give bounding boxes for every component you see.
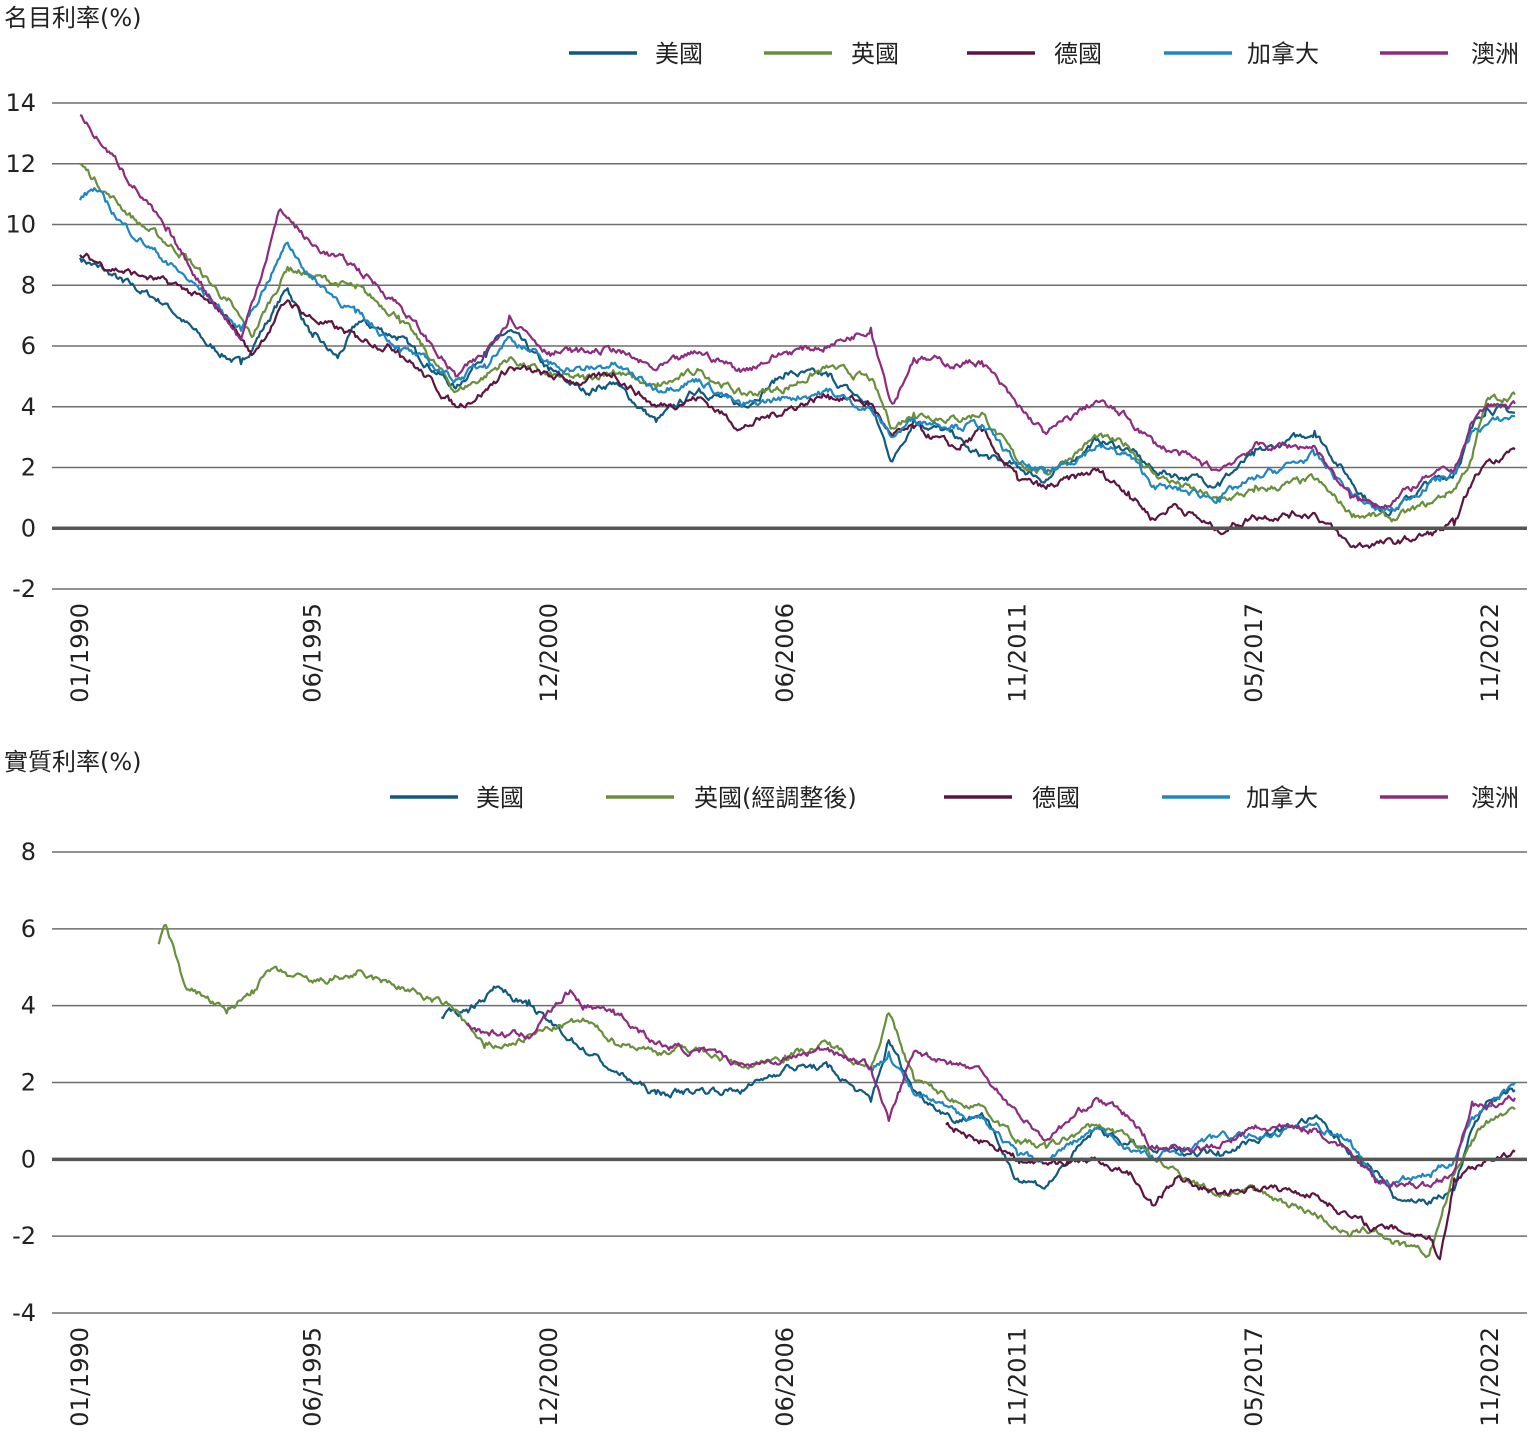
x-tick-label: 06/1995 <box>299 603 327 703</box>
legend-label: 美國 <box>655 40 703 68</box>
y-tick-label: 2 <box>21 454 36 482</box>
x-tick-label: 06/2006 <box>771 1327 799 1427</box>
series-line <box>79 114 1516 509</box>
legend-label: 加拿大 <box>1246 784 1318 812</box>
x-tick-label: 12/2000 <box>535 603 563 703</box>
y-tick-label: 0 <box>21 1145 36 1173</box>
x-tick-label: 11/2011 <box>1004 603 1032 703</box>
legend-label: 澳洲 <box>1471 784 1519 812</box>
x-tick-label: 06/2006 <box>771 603 799 703</box>
y-tick-label: 10 <box>5 211 36 239</box>
x-tick-label: 12/2000 <box>535 1327 563 1427</box>
x-tick-label: 05/2017 <box>1240 1327 1268 1427</box>
x-tick-label: 11/2022 <box>1476 1327 1504 1427</box>
y-tick-label: 4 <box>21 393 36 421</box>
y-tick-label: 6 <box>21 332 36 360</box>
y-tick-label: 0 <box>21 514 36 542</box>
y-tick-label: -2 <box>12 1222 36 1250</box>
series-line <box>465 989 1516 1190</box>
series-line <box>157 923 1516 1259</box>
legend-label: 美國 <box>476 784 524 812</box>
y-tick-label: -4 <box>12 1299 36 1327</box>
y-tick-label: 4 <box>21 992 36 1020</box>
legend-label: 德國 <box>1032 784 1080 812</box>
y-tick-label: 14 <box>5 89 36 117</box>
x-tick-label: 06/1995 <box>299 1327 327 1427</box>
x-tick-label: 11/2011 <box>1004 1327 1032 1427</box>
series-line <box>79 252 1516 549</box>
chart-panel-2: 實質利率(%) -4 -2 0 2 4 6 8 01/1990 06/1995 12/2000 06/… <box>4 748 1527 1427</box>
legend-label: 英國(經調整後) <box>694 784 857 812</box>
series-line <box>870 1050 1516 1187</box>
chart-panel-1: 名目利率(%) -2 0 2 4 6 8 10 12 14 01/1990 06/1995 12/200… <box>4 4 1527 703</box>
x-tick-label: 01/1990 <box>66 603 94 703</box>
legend-label: 德國 <box>1054 40 1102 68</box>
y-tick-label: -2 <box>12 575 36 603</box>
y-tick-label: 2 <box>21 1069 36 1097</box>
y-tick-label: 8 <box>21 271 36 299</box>
y-axis-title: 名目利率(%) <box>4 4 142 32</box>
legend-label: 英國 <box>851 40 899 68</box>
series-line <box>79 162 1516 523</box>
x-tick-label: 11/2022 <box>1476 603 1504 703</box>
x-tick-label: 01/1990 <box>66 1327 94 1427</box>
y-tick-label: 12 <box>5 150 36 178</box>
legend-label: 澳洲 <box>1471 40 1519 68</box>
series-line <box>78 187 1516 512</box>
y-axis-title: 實質利率(%) <box>4 748 142 776</box>
y-tick-label: 6 <box>21 915 36 943</box>
x-tick-label: 05/2017 <box>1240 603 1268 703</box>
legend-label: 加拿大 <box>1247 40 1319 68</box>
y-tick-label: 8 <box>21 838 36 866</box>
